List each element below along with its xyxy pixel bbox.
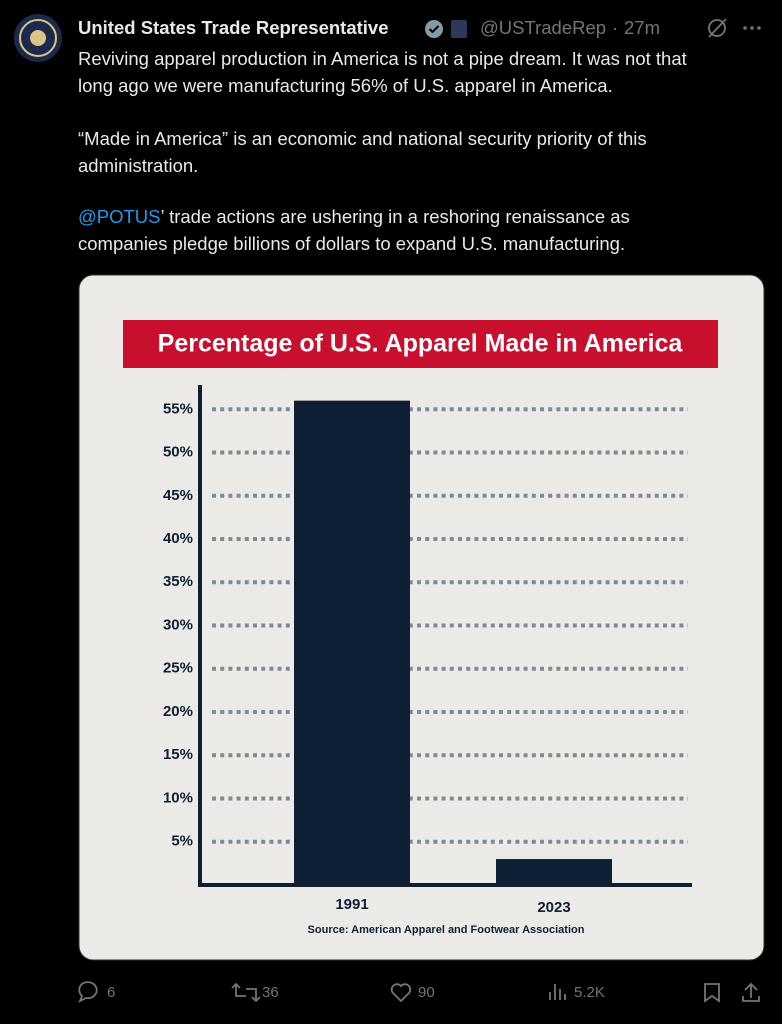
grok-slash (708, 18, 727, 38)
badge-circle (425, 20, 443, 38)
x-tick-label: 2023 (537, 899, 570, 916)
y-tick-label: 45% (163, 487, 193, 504)
y-tick-label: 5% (171, 833, 193, 850)
reply-icon[interactable] (78, 981, 98, 1003)
y-tick-label: 35% (163, 573, 193, 590)
reply-button[interactable]: 6 (78, 981, 115, 1003)
repost-button[interactable]: 36 (231, 982, 279, 1003)
y-tick-label: 50% (163, 444, 193, 461)
y-tick-label: 25% (163, 660, 193, 677)
mention[interactable]: @POTUS (78, 206, 161, 227)
separator: · (612, 17, 618, 38)
grok-icon[interactable] (708, 18, 727, 38)
share-icon[interactable] (742, 982, 760, 1002)
y-tick-label: 10% (163, 789, 193, 806)
badge-check (428, 25, 440, 34)
avatar[interactable] (14, 14, 62, 62)
post-text: companies pledge billions of dollars to … (78, 233, 625, 254)
handle[interactable]: @USTradeRep (480, 17, 606, 38)
avatar-ring (19, 19, 57, 57)
x-tick-label: 1991 (335, 896, 368, 913)
grok-circle[interactable] (708, 19, 726, 37)
chart-source: Source: American Apparel and Footwear As… (308, 924, 585, 936)
post-text: Reviving apparel production in America i… (78, 48, 687, 69)
like-icon[interactable] (390, 983, 412, 1003)
dot (750, 26, 754, 30)
y-tick-label: 55% (163, 400, 193, 417)
chart-title: Percentage of U.S. Apparel Made in Ameri… (158, 330, 684, 358)
more-icon[interactable] (743, 26, 761, 30)
post-text: administration. (78, 155, 198, 176)
y-tick-label: 30% (163, 616, 193, 633)
reply-count[interactable]: 6 (107, 984, 115, 1001)
chart: 5% 10% 15% 20% 25% 30% 35% 40% 45% 50% 55% 1991 2023 (163, 385, 692, 916)
post-text-span: ’ trade actions are ushering in a reshor… (161, 206, 630, 227)
like-count[interactable]: 90 (418, 984, 435, 1001)
repost-icon[interactable] (231, 982, 261, 1003)
dot (757, 26, 761, 30)
y-tick-label: 15% (163, 746, 193, 763)
affiliate-badge (451, 20, 467, 38)
dot (743, 26, 747, 30)
y-tick-label: 20% (163, 703, 193, 720)
repost-count[interactable]: 36 (262, 984, 279, 1001)
post-text: “Made in America” is an economic and nat… (78, 128, 647, 149)
author-name[interactable]: United States Trade Representative (78, 17, 389, 38)
verified-badge (425, 20, 443, 38)
bookmark-icon[interactable] (704, 983, 720, 1003)
time[interactable]: 27m (624, 17, 660, 38)
chart-card[interactable] (78, 274, 765, 961)
bar (294, 400, 410, 885)
avatar-seal (30, 30, 46, 46)
chart-title-bg (123, 320, 718, 368)
bar (496, 859, 612, 885)
like-button[interactable]: 90 (390, 983, 435, 1003)
views-count[interactable]: 5.2K (574, 984, 605, 1001)
views-icon[interactable] (549, 984, 566, 1000)
views-button[interactable]: 5.2K (549, 984, 605, 1001)
post-text: @POTUS’ trade actions are ushering in a … (78, 206, 630, 227)
y-tick-label: 40% (163, 530, 193, 547)
post-text: long ago we were manufacturing 56% of U.… (78, 75, 613, 96)
